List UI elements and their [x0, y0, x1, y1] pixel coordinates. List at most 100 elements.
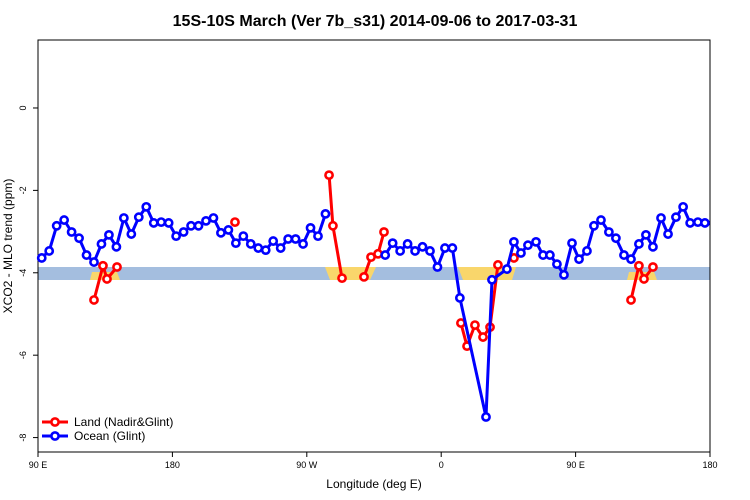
- point: [260, 245, 271, 256]
- point: [425, 246, 435, 256]
- point: [671, 212, 681, 223]
- point: [102, 274, 112, 284]
- point: [648, 262, 658, 272]
- point: [156, 217, 167, 228]
- point: [481, 412, 491, 422]
- point: [596, 215, 606, 225]
- legend: Land (Nadir&Glint)Ocean (Glint): [42, 415, 173, 443]
- series-line: [40, 205, 706, 419]
- point: [230, 238, 241, 249]
- point: [118, 213, 129, 223]
- point: [59, 215, 70, 225]
- y-tick-label: -6: [18, 351, 28, 359]
- point: [516, 248, 526, 258]
- point: [313, 231, 323, 242]
- point: [626, 295, 636, 305]
- legend-marker: [50, 417, 60, 427]
- point: [589, 220, 599, 231]
- x-tick-label: 90 E: [566, 460, 585, 470]
- point: [470, 320, 480, 331]
- point: [44, 246, 55, 256]
- point: [487, 274, 497, 285]
- point: [89, 295, 99, 305]
- point: [641, 229, 651, 240]
- point: [245, 239, 256, 249]
- point: [238, 231, 249, 242]
- point: [223, 225, 234, 235]
- point: [320, 208, 331, 219]
- point: [81, 250, 92, 260]
- point: [432, 262, 443, 272]
- point: [626, 254, 636, 265]
- point: [230, 217, 240, 228]
- point: [36, 253, 47, 263]
- point: [324, 170, 334, 181]
- point: [253, 243, 264, 253]
- point: [298, 239, 308, 249]
- point: [98, 260, 108, 271]
- point: [337, 273, 347, 284]
- point: [89, 257, 99, 267]
- x-tick-label: 90 W: [296, 460, 318, 470]
- y-tick-label: -2: [18, 186, 28, 194]
- point: [634, 239, 644, 249]
- point: [678, 201, 689, 212]
- point: [305, 222, 316, 233]
- point: [126, 229, 137, 239]
- point: [275, 243, 286, 253]
- point: [359, 271, 369, 282]
- point: [74, 233, 84, 244]
- land-band: [458, 267, 516, 280]
- point: [509, 236, 519, 247]
- point: [283, 234, 294, 244]
- point: [379, 227, 389, 237]
- y-tick-label: -8: [18, 434, 28, 442]
- point: [656, 213, 666, 223]
- point: [268, 236, 279, 246]
- chart-title: 15S-10S March (Ver 7b_s31) 2014-09-06 to…: [173, 13, 578, 30]
- point: [104, 229, 114, 240]
- point: [111, 241, 122, 252]
- point: [611, 233, 621, 244]
- x-tick-label: 180: [702, 460, 717, 470]
- point: [454, 293, 465, 303]
- legend-label: Ocean (Glint): [74, 429, 145, 443]
- x-axis-label: Longitude (deg E): [326, 477, 421, 491]
- point: [395, 246, 406, 256]
- x-tick-label: 0: [439, 460, 444, 470]
- point: [700, 218, 710, 228]
- point: [208, 213, 219, 223]
- point: [186, 220, 196, 231]
- point: [582, 246, 592, 256]
- point: [440, 243, 450, 253]
- surface-band: [38, 267, 710, 280]
- point: [559, 269, 569, 280]
- point: [402, 239, 413, 249]
- point: [417, 241, 428, 252]
- point: [193, 220, 204, 231]
- point: [201, 215, 211, 226]
- point: [493, 260, 503, 270]
- point: [648, 241, 658, 252]
- point: [523, 240, 533, 251]
- point: [163, 218, 174, 228]
- point: [112, 262, 122, 272]
- point: [567, 238, 577, 249]
- point: [410, 246, 420, 256]
- point: [171, 231, 182, 242]
- point: [604, 227, 614, 237]
- point: [387, 238, 398, 249]
- point: [216, 227, 226, 238]
- x-tick-label: 180: [165, 460, 180, 470]
- point: [290, 234, 301, 244]
- point: [663, 229, 673, 239]
- y-tick-label: 0: [18, 105, 28, 110]
- point: [96, 239, 107, 249]
- point: [141, 201, 152, 212]
- y-tick-label: -4: [18, 269, 28, 277]
- point: [66, 227, 77, 237]
- x-tick-label: 90 E: [29, 460, 48, 470]
- point: [531, 236, 541, 247]
